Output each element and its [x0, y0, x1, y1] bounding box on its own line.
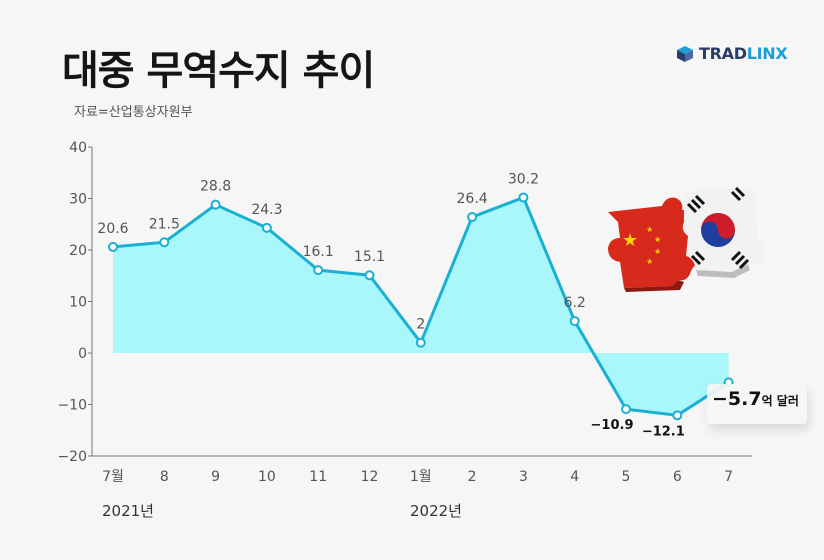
brand-name-part-1: TRAD: [699, 44, 747, 63]
data-label: 21.5: [149, 216, 180, 232]
brand-logo: TRADLINX: [676, 44, 788, 63]
data-point: [518, 192, 529, 203]
data-point: [569, 316, 580, 327]
callout-value: −5.7: [712, 388, 762, 410]
x-tick-label: 9: [211, 469, 220, 485]
data-label: 6.2: [564, 295, 586, 311]
y-tick-label: 40: [69, 140, 87, 156]
area-fill: [113, 197, 729, 416]
svg-text:★: ★: [646, 257, 653, 266]
y-tick-label: 10: [69, 295, 87, 311]
data-point: [415, 337, 426, 348]
data-label: 24.3: [251, 202, 282, 218]
data-point: [467, 212, 478, 223]
callout-unit: 억 달러: [761, 394, 799, 408]
callout-label: −5.7억 달러: [712, 388, 799, 410]
data-point: [159, 237, 170, 248]
source-note: 자료=산업통상자원부: [74, 105, 193, 120]
data-point: [210, 199, 221, 210]
x-tick-label: 7: [724, 469, 733, 485]
data-label: 15.1: [354, 249, 385, 265]
x-tick-label: 12: [361, 469, 379, 485]
china-korea-puzzle-icon: ★ ★ ★ ★ ★: [608, 186, 766, 292]
year-label-2021: 2021년: [102, 502, 154, 520]
x-tick-label: 3: [519, 469, 528, 485]
data-point: [364, 270, 375, 281]
data-label: 2: [416, 317, 425, 333]
x-tick-label: 5: [622, 469, 631, 485]
y-tick-label: 30: [69, 192, 87, 208]
x-tick-label: 7월: [102, 469, 124, 485]
brand-name-part-2: LINX: [746, 44, 788, 63]
brand-name: TRADLINX: [699, 44, 788, 63]
y-tick-label: −20: [57, 449, 87, 465]
data-label: 26.4: [457, 191, 488, 207]
year-label-2022: 2022년: [410, 502, 462, 520]
cube-logo-icon: [677, 45, 693, 62]
x-tick-label: 10: [258, 469, 276, 485]
svg-text:★: ★: [622, 230, 638, 251]
svg-text:★: ★: [654, 247, 661, 256]
y-tick-label: 20: [69, 243, 87, 259]
page-title: 대중 무역수지 추이: [62, 48, 375, 94]
data-point: [621, 404, 631, 415]
data-label: 20.6: [97, 221, 128, 237]
data-label: 28.8: [200, 179, 231, 195]
x-tick-label: 1월: [410, 469, 432, 485]
x-tick-label: 2: [468, 469, 477, 485]
x-tick-label: 6: [673, 469, 682, 485]
data-label: −12.1: [642, 424, 685, 439]
data-point: [261, 222, 272, 233]
data-label: 30.2: [508, 171, 539, 187]
data-point: [108, 241, 118, 252]
callout-box: [707, 384, 807, 424]
y-tick-label: −10: [57, 398, 87, 414]
svg-text:★: ★: [654, 235, 661, 244]
svg-text:★: ★: [646, 225, 653, 234]
y-tick-label: 0: [78, 346, 87, 362]
x-tick-label: 4: [570, 469, 579, 485]
data-point: [313, 265, 324, 276]
x-tick-label: 8: [160, 469, 169, 485]
data-label: 16.1: [303, 244, 334, 260]
data-point: [672, 410, 683, 421]
x-tick-label: 11: [309, 469, 327, 485]
data-label: −10.9: [591, 418, 634, 433]
